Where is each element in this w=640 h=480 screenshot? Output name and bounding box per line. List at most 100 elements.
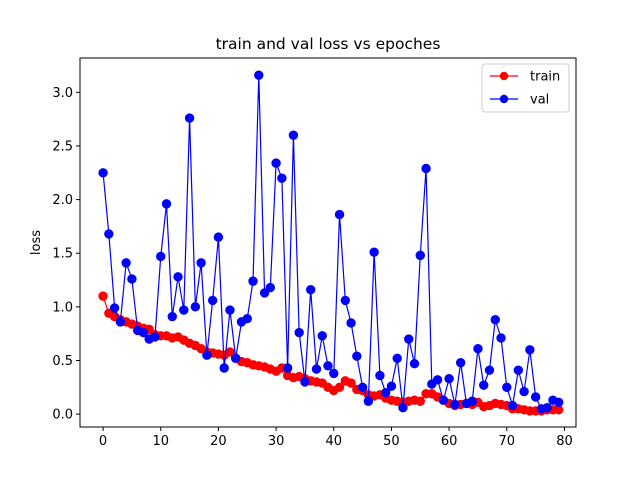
data-point-val — [138, 327, 149, 338]
data-point-val — [277, 173, 287, 183]
data-point-val — [502, 382, 512, 393]
axes-border — [79, 57, 577, 428]
x-tick-label: 70 — [499, 434, 516, 449]
data-point-val — [513, 365, 524, 375]
data-point-val — [467, 396, 477, 406]
data-point-val — [369, 247, 379, 257]
data-point-val — [254, 70, 264, 80]
y-tick-label: 2.0 — [52, 193, 73, 208]
data-point-val — [294, 327, 304, 338]
x-tick-label: 40 — [325, 434, 342, 449]
data-point-val — [161, 199, 172, 209]
data-point-train — [346, 378, 356, 388]
data-point-val — [202, 350, 212, 360]
data-point-val — [196, 258, 206, 268]
data-point-val — [173, 272, 183, 282]
data-point-val — [127, 274, 137, 284]
x-tick-label: 50 — [383, 434, 400, 449]
data-point-val — [398, 402, 408, 413]
tick-layer: 0 10 20 30 40 50 60 70 80 0.0 0.5 1.0 1.5 2.0 2.5 3.0 — [52, 86, 572, 449]
y-tick-label: 2.5 — [52, 139, 73, 154]
series-val — [98, 70, 564, 414]
data-point-val — [404, 334, 414, 344]
data-point-val — [432, 375, 443, 385]
data-point-val — [282, 363, 293, 373]
legend: train val — [481, 63, 570, 113]
data-point-val — [490, 315, 500, 325]
data-point-val — [150, 332, 160, 342]
y-tick-label: 1.0 — [52, 300, 73, 315]
data-point-val — [444, 374, 454, 384]
data-point-val — [519, 386, 529, 397]
y-tick-label: 1.5 — [52, 247, 73, 262]
data-point-val — [496, 333, 506, 343]
data-point-val — [380, 387, 391, 398]
data-point-val — [207, 295, 218, 306]
data-point-val — [340, 295, 351, 306]
data-point-val — [525, 345, 535, 355]
data-point-val — [542, 402, 552, 413]
data-point-val — [121, 258, 131, 268]
series-line-val — [102, 75, 559, 410]
legend-label-val: val — [530, 93, 549, 108]
x-tick-label: 60 — [441, 434, 458, 449]
x-tick-label: 0 — [99, 434, 107, 449]
data-point-val — [109, 303, 120, 313]
data-point-val — [311, 364, 322, 374]
data-point-val — [386, 381, 397, 391]
data-point-val — [179, 305, 189, 315]
data-point-val — [438, 395, 449, 405]
data-point-val — [421, 163, 431, 174]
data-point-val — [98, 168, 108, 178]
data-point-val — [409, 359, 420, 369]
data-point-train — [98, 291, 108, 301]
data-point-val — [190, 302, 201, 312]
data-point-val — [392, 353, 402, 364]
series-train — [98, 291, 564, 416]
x-tick-label: 20 — [210, 434, 227, 449]
legend-marker-train — [499, 71, 509, 81]
data-point-val — [219, 363, 229, 373]
data-point-val — [305, 284, 316, 295]
data-point-val — [104, 229, 114, 239]
data-point-val — [300, 377, 310, 387]
data-point-val — [184, 113, 195, 123]
data-point-val — [167, 311, 177, 322]
data-point-val — [530, 392, 541, 402]
data-point-val — [450, 399, 460, 410]
data-point-val — [357, 382, 368, 393]
legend-marker-val — [499, 94, 509, 104]
data-point-val — [375, 370, 385, 381]
data-point-val — [248, 276, 258, 286]
data-point-val — [288, 130, 299, 140]
data-point-val — [484, 365, 495, 375]
data-point-val — [352, 351, 362, 361]
legend-label-train: train — [530, 70, 560, 85]
plot-area — [79, 57, 577, 428]
data-point-val — [225, 305, 235, 315]
data-point-val — [479, 380, 489, 390]
data-point-val — [507, 400, 518, 411]
series-layer — [98, 70, 564, 416]
data-point-val — [115, 317, 126, 327]
y-tick-label: 0.5 — [52, 354, 73, 369]
data-point-val — [363, 396, 374, 406]
data-point-val — [455, 357, 466, 368]
y-tick-label: 3.0 — [52, 86, 73, 101]
x-tick-label: 30 — [268, 434, 285, 449]
y-axis-label: loss — [29, 230, 44, 255]
data-point-val — [329, 368, 339, 379]
y-tick-label: 0.0 — [52, 408, 73, 423]
data-point-val — [323, 361, 333, 371]
data-point-train — [334, 382, 345, 393]
data-point-val — [271, 158, 281, 168]
data-point-val — [317, 331, 327, 341]
data-point-val — [473, 343, 483, 354]
data-point-val — [334, 209, 345, 220]
data-point-val — [553, 397, 564, 408]
data-point-val — [415, 250, 425, 261]
data-point-val — [156, 251, 166, 262]
data-point-train — [415, 396, 425, 406]
